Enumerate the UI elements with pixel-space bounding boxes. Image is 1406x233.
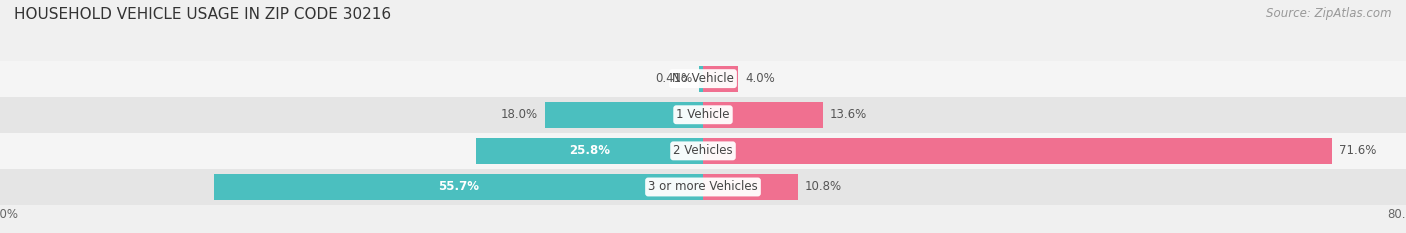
Bar bbox=[477, 138, 703, 164]
Bar bbox=[703, 66, 738, 92]
Text: 25.8%: 25.8% bbox=[569, 144, 610, 157]
Bar bbox=[214, 174, 703, 200]
Text: 4.0%: 4.0% bbox=[745, 72, 775, 85]
Text: 3 or more Vehicles: 3 or more Vehicles bbox=[648, 181, 758, 193]
Bar bbox=[0, 133, 1406, 169]
Bar bbox=[703, 138, 1333, 164]
Text: 1 Vehicle: 1 Vehicle bbox=[676, 108, 730, 121]
Bar bbox=[699, 66, 703, 92]
Text: 0.41%: 0.41% bbox=[655, 72, 692, 85]
Text: 71.6%: 71.6% bbox=[1339, 144, 1376, 157]
Text: Source: ZipAtlas.com: Source: ZipAtlas.com bbox=[1267, 7, 1392, 20]
Bar bbox=[0, 61, 1406, 97]
Text: 13.6%: 13.6% bbox=[830, 108, 866, 121]
Text: HOUSEHOLD VEHICLE USAGE IN ZIP CODE 30216: HOUSEHOLD VEHICLE USAGE IN ZIP CODE 3021… bbox=[14, 7, 391, 22]
Text: 18.0%: 18.0% bbox=[501, 108, 537, 121]
Text: 55.7%: 55.7% bbox=[437, 181, 479, 193]
Bar bbox=[703, 174, 799, 200]
Text: No Vehicle: No Vehicle bbox=[672, 72, 734, 85]
Bar bbox=[0, 169, 1406, 205]
Bar bbox=[0, 97, 1406, 133]
Bar bbox=[703, 102, 823, 128]
Bar bbox=[546, 102, 703, 128]
Text: 2 Vehicles: 2 Vehicles bbox=[673, 144, 733, 157]
Text: 10.8%: 10.8% bbox=[804, 181, 842, 193]
